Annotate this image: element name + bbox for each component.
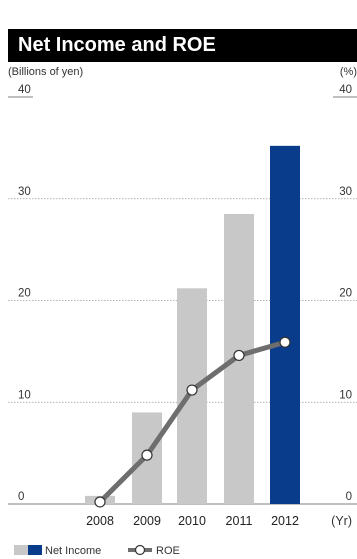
net-income-bar <box>270 145 300 504</box>
legend-bar-swatch-light <box>14 545 28 555</box>
right-tick-label: 30 <box>339 186 352 198</box>
roe-point <box>279 336 291 348</box>
right-tick-label: 20 <box>339 288 352 300</box>
left-tick-label: 30 <box>18 186 31 198</box>
legend-roe-marker <box>134 544 146 556</box>
x-tick-label: 2010 <box>178 514 206 528</box>
roe-point <box>94 496 106 508</box>
left-tick-label: 0 <box>18 491 24 503</box>
left-tick-label: 40 <box>18 84 31 96</box>
x-axis-unit: (Yr) <box>331 514 352 528</box>
x-tick-label: 2012 <box>271 514 299 528</box>
roe-point <box>186 384 198 396</box>
legend-net-income-label: Net Income <box>45 545 101 557</box>
x-tick-label: 2008 <box>86 514 114 528</box>
x-tick-label: 2009 <box>133 514 161 528</box>
right-tick-label: 40 <box>339 84 352 96</box>
legend-roe-label: ROE <box>156 545 180 557</box>
roe-point <box>141 449 153 461</box>
left-tick-label: 20 <box>18 288 31 300</box>
net-income-bar <box>177 288 207 504</box>
legend-bar-swatch-dark <box>28 545 42 555</box>
right-tick-label: 0 <box>346 491 352 503</box>
right-tick-label: 10 <box>339 389 352 401</box>
left-axis-unit: (Billions of yen) <box>8 66 84 78</box>
roe-point <box>233 349 245 362</box>
left-tick-label: 10 <box>18 389 31 401</box>
title-bar: Net Income and ROE <box>8 29 357 62</box>
x-tick-label: 2011 <box>226 514 253 528</box>
chart-title: Net Income and ROE <box>18 34 216 56</box>
right-axis-unit: (%) <box>339 66 357 78</box>
